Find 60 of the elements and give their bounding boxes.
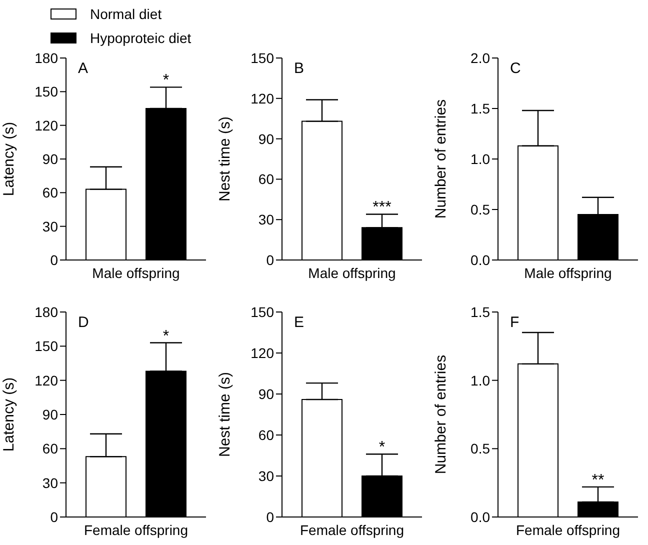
y-tick-label: 150	[250, 50, 274, 66]
legend-label: Hypoproteic diet	[90, 30, 192, 46]
y-axis-title: Latency (s)	[0, 377, 18, 452]
y-tick-label: 0	[50, 252, 58, 268]
annotation: *	[162, 72, 170, 90]
y-tick-label: 30	[258, 212, 274, 228]
y-tick-label: 60	[42, 184, 58, 201]
chart-title: D	[78, 314, 89, 331]
y-tick-label: 0.5	[470, 201, 490, 218]
y-axis-title: Number of entries	[432, 99, 450, 219]
annotation: *	[378, 439, 386, 456]
y-tick-label: 180	[34, 304, 58, 320]
y-tick-label: 1.0	[470, 150, 490, 167]
y-tick-label: 2.0	[470, 50, 490, 66]
y-axis-title: Nest time (s)	[216, 116, 234, 202]
y-tick-label: 1.0	[470, 372, 490, 388]
y-axis-title: Nest time (s)	[216, 372, 234, 458]
y-tick-label: 120	[250, 344, 274, 361]
annotation: ***	[372, 199, 392, 216]
y-tick-label: 0.0	[470, 252, 490, 268]
chart-title: C	[510, 60, 521, 77]
y-tick-label: 90	[42, 150, 58, 167]
chart-title: B	[294, 60, 304, 77]
y-tick-label: 1.5	[470, 304, 490, 320]
y-tick-label: 0	[266, 252, 274, 268]
y-tick-label: 60	[258, 426, 274, 443]
y-tick-label: 120	[250, 90, 274, 106]
y-tick-label: 0	[50, 508, 58, 525]
y-axis-title: Number of entries	[432, 354, 450, 474]
annotation: *	[162, 328, 170, 345]
legend-label: Normal diet	[90, 6, 162, 22]
y-tick-label: 30	[258, 468, 274, 484]
chart-title: A	[78, 60, 88, 77]
chart-title: E	[294, 314, 304, 331]
y-tick-label: 30	[42, 218, 58, 234]
y-tick-label: 90	[258, 386, 274, 402]
y-tick-label: 150	[34, 338, 58, 354]
y-tick-label: 0	[266, 508, 274, 525]
y-tick-label: 30	[42, 474, 58, 491]
y-tick-label: 150	[34, 84, 58, 100]
y-tick-label: 180	[34, 50, 58, 66]
y-tick-label: 1.5	[470, 100, 490, 116]
y-tick-label: 0.0	[470, 508, 490, 525]
x-tick-label: Male offspring	[524, 264, 612, 281]
x-tick-label: Female offspring	[84, 522, 188, 538]
y-tick-label: 60	[42, 440, 58, 457]
y-tick-label: 150	[250, 304, 274, 320]
y-tick-label: 60	[258, 171, 274, 188]
y-tick-label: 90	[42, 406, 58, 422]
annotation: **	[592, 472, 604, 489]
y-tick-label: 120	[34, 117, 58, 134]
x-tick-label: Male offspring	[92, 264, 180, 281]
chart-title: F	[510, 314, 520, 331]
y-tick-label: 0.5	[470, 440, 490, 457]
y-axis-title: Latency (s)	[0, 122, 18, 196]
y-tick-label: 90	[258, 130, 274, 147]
x-tick-label: Female offspring	[516, 522, 620, 538]
y-tick-label: 120	[34, 372, 58, 388]
x-tick-label: Female offspring	[300, 522, 404, 538]
x-tick-label: Male offspring	[308, 264, 396, 281]
